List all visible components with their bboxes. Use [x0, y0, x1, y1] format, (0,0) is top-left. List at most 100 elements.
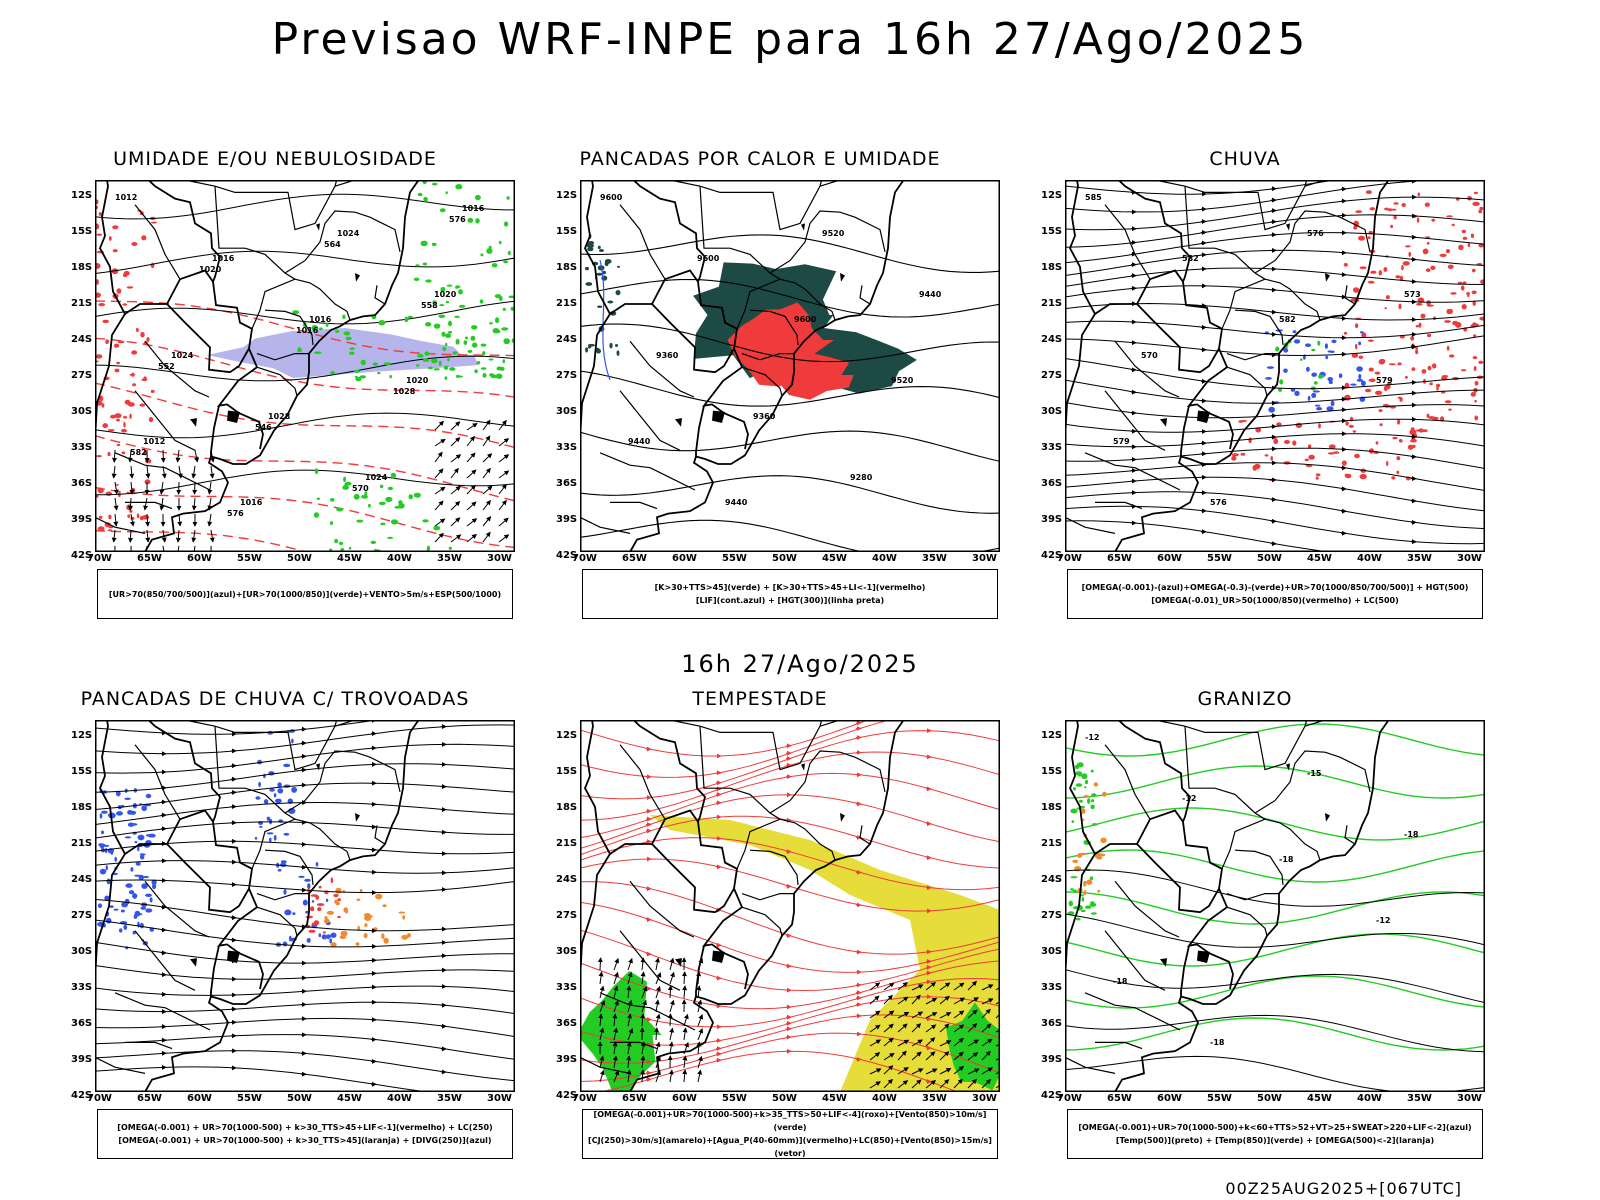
latitude-label: 33S: [556, 982, 578, 993]
wind-vector-850: [883, 1010, 895, 1019]
country-border: [210, 945, 220, 997]
panel-title: GRANIZO: [1197, 688, 1293, 710]
divergence-area: [138, 874, 144, 880]
latitude-label: 27S: [556, 370, 578, 381]
pressure-isobar: [95, 300, 515, 325]
latitude-label: 30S: [71, 946, 93, 957]
wind-vector: [466, 422, 478, 431]
temperature-850hpa: [1090, 804, 1095, 810]
longitude-label: 40W: [872, 553, 897, 564]
divergence-area: [263, 799, 269, 805]
contour-label: -15: [1307, 769, 1322, 778]
precipitation-area: [1408, 251, 1412, 257]
precipitation-area: [1231, 455, 1237, 461]
precipitation-area: [1444, 320, 1451, 323]
precipitation-area: [1343, 331, 1348, 335]
state-border: [1065, 516, 1116, 534]
wind-vector: [159, 481, 165, 495]
contour-label: 1016: [462, 204, 485, 213]
precipitation-area: [1432, 363, 1437, 369]
humidity-low-levels: [336, 507, 344, 512]
precipitation-area: [1466, 292, 1470, 296]
precipitation-area: [1270, 456, 1273, 461]
humidity-low-levels: [474, 369, 478, 374]
wind-vector-850: [597, 957, 603, 971]
divergence-area: [105, 917, 112, 924]
state-border: [769, 210, 886, 274]
red-contour-fragment: [126, 504, 133, 511]
thickness-isoline: [95, 337, 515, 398]
state-border: [619, 930, 681, 991]
wind-vector-850: [995, 1029, 1000, 1033]
longitude-label: 35W: [437, 1093, 462, 1104]
red-contour-fragment: [150, 221, 157, 224]
wind-vector: [466, 518, 478, 527]
wind-vector-850: [967, 1052, 979, 1061]
humidity-low-levels: [417, 192, 423, 197]
divergence-area: [269, 788, 275, 792]
omega-weak-area: [1311, 392, 1317, 398]
latitude-label: 24S: [1041, 874, 1063, 885]
map-fields: 1012 1016 1016 1020 1012 1016 1024 1020 1024 1028…: [95, 180, 515, 552]
latitude-label: 18S: [71, 262, 93, 273]
latitude-label: 33S: [1041, 982, 1063, 993]
geopotential-300hpa: [580, 430, 1000, 462]
wind-vector-850: [598, 971, 604, 985]
humidity-low-levels: [416, 364, 420, 367]
precipitation-area: [1472, 300, 1476, 306]
humidity-low-levels: [387, 486, 394, 491]
contour-label: 576: [449, 215, 466, 224]
divergence-area: [325, 898, 329, 902]
humidity-low-levels: [314, 351, 322, 354]
contour-label: 1012: [143, 437, 165, 446]
divergence-area: [263, 773, 266, 779]
temperature-850hpa: [1070, 876, 1078, 879]
humidity-low-levels: [298, 347, 301, 350]
contour-label: 9280: [850, 473, 873, 482]
red-contour-fragment: [126, 286, 134, 289]
wind-vector-850: [925, 1037, 936, 1047]
contour-label: 585: [1085, 193, 1102, 202]
wind-vector: [129, 513, 135, 527]
wind-vector-850: [696, 1041, 702, 1055]
wind-vector-850: [682, 1069, 688, 1083]
precipitation-area: [1304, 458, 1309, 462]
red-contour-fragment: [129, 413, 132, 419]
humidity-low-levels: [440, 286, 446, 293]
state-border: [256, 906, 298, 936]
wind-vector-850: [681, 971, 687, 985]
humidity-low-levels: [445, 191, 448, 195]
state-border: [819, 180, 841, 187]
red-contour-fragment: [121, 451, 126, 455]
latitude-label: 24S: [71, 334, 93, 345]
latitude-label: 30S: [1041, 406, 1063, 417]
precipitation-area: [1415, 325, 1420, 328]
contour-label: -12: [1085, 733, 1099, 742]
shower-area: [364, 923, 368, 927]
red-contour-fragment: [95, 354, 103, 359]
omega-500hpa-area: [1100, 837, 1107, 844]
wind-vector-850: [613, 999, 619, 1013]
humidity-low-levels: [455, 184, 463, 190]
longitude-label: 35W: [1407, 1093, 1432, 1104]
wind-vector: [113, 497, 119, 511]
wind-vector-850: [883, 1037, 894, 1047]
state-border: [741, 366, 783, 396]
wind-vector-850: [869, 1068, 882, 1075]
wind-vector: [498, 438, 510, 447]
wind-vector-850: [897, 1080, 909, 1089]
wind-vector-850: [883, 1023, 894, 1033]
legend-line: [OMEGA(-0.001)+UR>70(1000-500)+k<60+TTS>…: [1078, 1123, 1472, 1132]
country-border: [1180, 405, 1190, 457]
wind-vector: [434, 518, 446, 527]
state-border: [749, 309, 799, 345]
divergence-area: [124, 836, 132, 839]
wind-vector: [434, 532, 444, 543]
divergence-area: [114, 856, 117, 862]
wind-vector-850: [869, 1052, 881, 1061]
precipitation-area: [1458, 244, 1464, 251]
omega-weak-area: [1306, 366, 1310, 372]
humidity-low-levels: [330, 371, 335, 375]
wind-vector-850: [697, 1014, 704, 1027]
wind-vector: [191, 465, 197, 479]
